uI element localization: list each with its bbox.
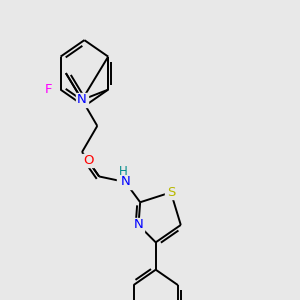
Bar — [165, 186, 176, 199]
Bar — [133, 218, 144, 232]
Bar — [42, 83, 56, 96]
Text: N: N — [134, 218, 143, 232]
Text: N: N — [77, 93, 87, 106]
Text: F: F — [45, 83, 52, 96]
Text: O: O — [83, 154, 93, 167]
Text: N: N — [120, 176, 130, 188]
Bar — [76, 93, 88, 106]
Text: H: H — [119, 165, 128, 178]
Bar — [116, 175, 134, 189]
Bar — [82, 154, 94, 167]
Text: S: S — [167, 186, 175, 199]
